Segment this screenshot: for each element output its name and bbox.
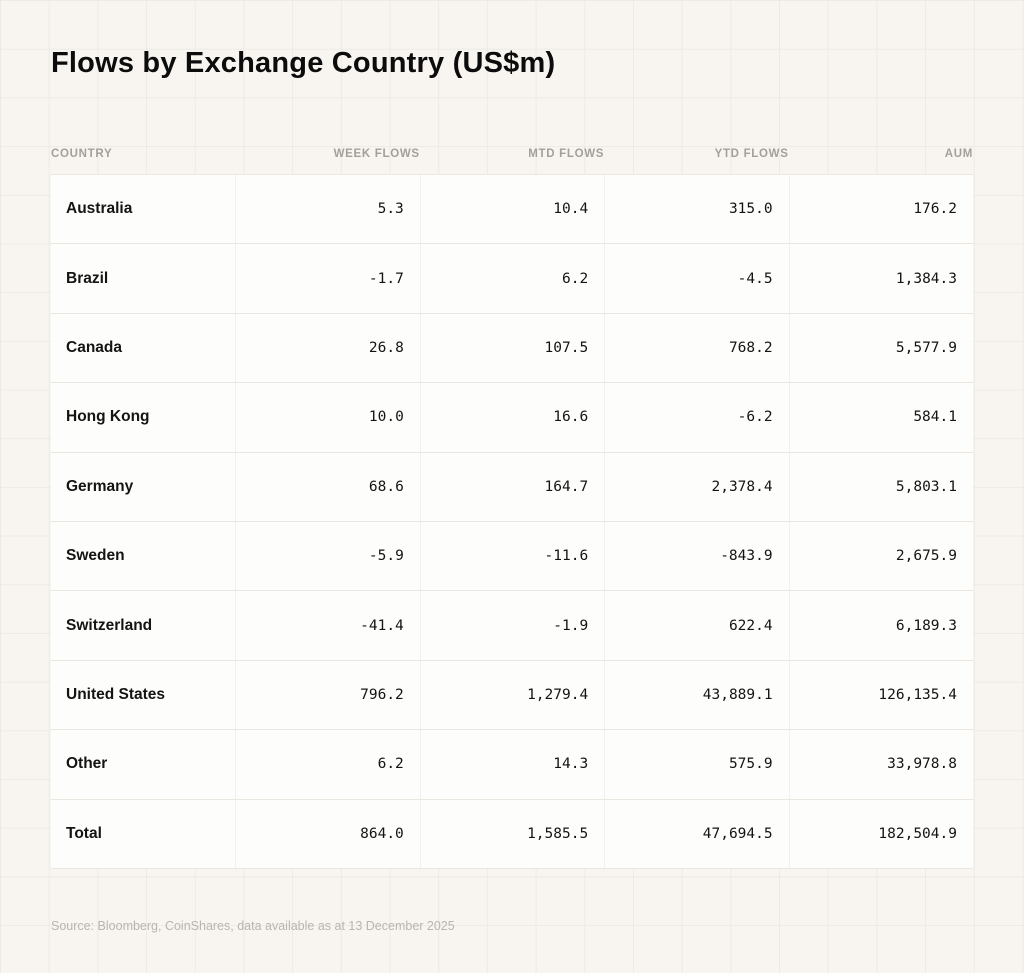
table-row: Germany 68.6 164.7 2,378.4 5,803.1 [51, 452, 973, 522]
value-cell: -6.2 [604, 383, 788, 452]
table-body: Australia 5.3 10.4 315.0 176.2 Brazil -1.7 6.2-… [51, 174, 973, 869]
value-cell: 1,279.4 [419, 660, 604, 730]
value-cell: 6,189.3 [788, 591, 973, 660]
column-header-ytd-flows: YTD flows [714, 148, 789, 160]
report-page: Flows by Exchange Country (US$m) Country… [51, 0, 973, 933]
value-cell: 584.1 [788, 383, 973, 452]
value-cell: 10.0 [235, 383, 419, 452]
value-cell: -1.7 [235, 244, 419, 313]
value-cell: -843.9 [604, 521, 788, 591]
country-cell: Germany [66, 477, 134, 495]
column-header-country: Country [51, 148, 113, 160]
value-cell: 126,135.4 [788, 660, 973, 730]
table-row: Sweden -5.9 -11.6 -843.9 2,675.9 [51, 521, 973, 592]
flows-table: Country Week flows MTD flows YTD flows A… [51, 147, 973, 869]
value-cell: 575.9 [604, 730, 788, 799]
value-cell: -41.4 [235, 591, 419, 660]
value-cell: 6.2 [235, 730, 419, 799]
page-title: Flows by Exchange Country (US$m) [51, 47, 556, 79]
source-note: Source: Bloomberg, CoinShares, data avai… [51, 918, 455, 933]
value-cell: 176.2 [788, 175, 973, 244]
value-cell: 315.0 [604, 175, 788, 244]
table-header-row: Country Week flows MTD flows YTD flows A… [51, 147, 973, 174]
value-cell: 26.8 [235, 313, 419, 383]
country-cell: Switzerland [66, 616, 153, 634]
value-cell: 182,504.9 [788, 799, 973, 868]
table-row: United States 796.2 1,279.4 43,889.1 126,135… [51, 660, 973, 731]
country-cell: Hong Kong [66, 408, 150, 426]
value-cell: 5,577.9 [788, 313, 973, 383]
value-cell: 6.2 [419, 244, 604, 313]
value-cell: 5,803.1 [788, 452, 973, 521]
value-cell: 2,378.4 [604, 452, 788, 521]
country-cell: Sweden [66, 547, 125, 565]
column-header-mtd-flows: MTD flows [528, 148, 605, 160]
value-cell: 43,889.1 [604, 660, 788, 730]
column-header-aum: AUM [944, 148, 973, 160]
value-cell: 33,978.8 [788, 730, 973, 799]
value-cell: 622.4 [604, 591, 788, 660]
table-row: Hong Kong 10.0 16.6 -6.2 584.1 [51, 383, 973, 453]
value-cell: 107.5 [419, 313, 604, 383]
value-cell: -1.9 [419, 591, 604, 660]
value-cell: -5.9 [235, 521, 419, 591]
table-row: Brazil -1.7 6.2 -4.5 1,384.3 [51, 244, 973, 314]
country-cell: Canada [66, 338, 122, 356]
value-cell: -4.5 [604, 244, 788, 313]
table-row: Switzerland -41.4 -1.9 622.4 6,189.3 [51, 591, 973, 661]
value-cell: 47,694.5 [604, 799, 788, 868]
value-cell: 2,675.9 [788, 521, 973, 591]
value-cell: 16.6 [419, 383, 604, 452]
table-row: Canada 26.8 107.5 768.2 5,577.9 [51, 313, 973, 384]
table-row: Australia 5.3 10.4 315.0 176.2 [51, 175, 973, 245]
value-cell: -11.6 [419, 521, 604, 591]
value-cell: 14.3 [419, 730, 604, 799]
table-row: Other 6.2 14.3 575.9 33,978.8 [51, 730, 973, 800]
value-cell: 68.6 [235, 452, 419, 521]
column-header-week-flows: Week flows [333, 148, 420, 160]
value-cell: 796.2 [235, 660, 419, 730]
country-cell: Total [66, 824, 102, 842]
value-cell: 5.3 [235, 175, 419, 244]
country-cell: Other [66, 755, 108, 773]
value-cell: 164.7 [419, 452, 604, 521]
country-cell: United States [66, 685, 166, 703]
country-cell: Australia [66, 200, 133, 218]
value-cell: 1,384.3 [788, 244, 973, 313]
value-cell: 768.2 [604, 313, 788, 383]
value-cell: 10.4 [419, 175, 604, 244]
value-cell: 864.0 [235, 799, 419, 868]
table-row-total: Total 864.0 1,585.5 47,694.5 182,504.9 [51, 799, 973, 869]
country-cell: Brazil [66, 269, 109, 287]
value-cell: 1,585.5 [419, 799, 604, 868]
